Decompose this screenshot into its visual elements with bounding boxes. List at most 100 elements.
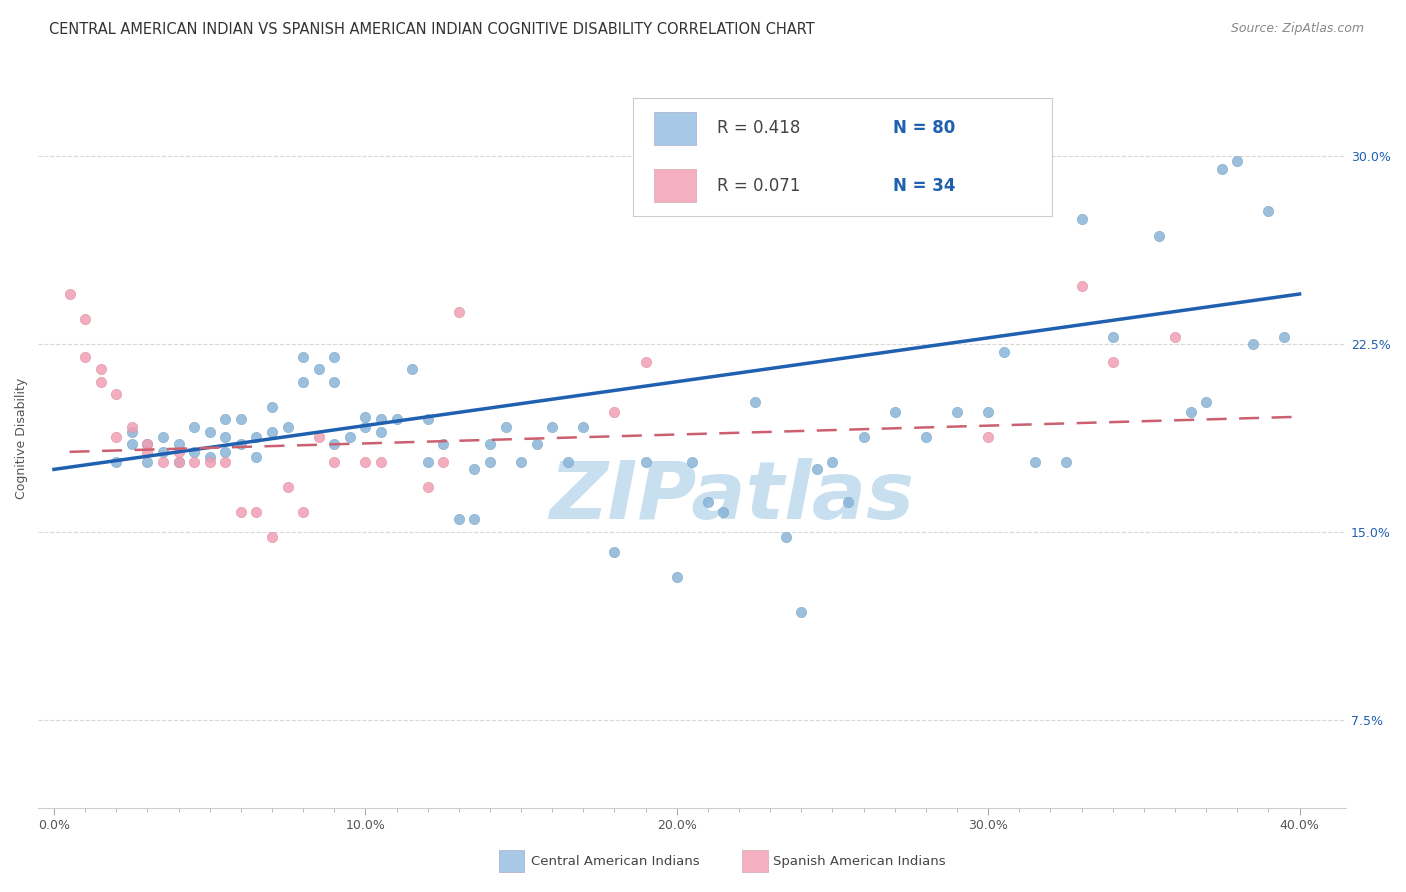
Point — [354, 455, 377, 469]
Point — [821, 455, 844, 469]
Point — [90, 362, 112, 376]
Point — [308, 430, 330, 444]
Point — [354, 419, 377, 434]
Point — [385, 412, 408, 426]
Point — [1226, 154, 1249, 169]
Point — [214, 445, 236, 459]
Point — [167, 455, 190, 469]
Point — [478, 455, 501, 469]
Point — [946, 405, 969, 419]
Point — [1070, 211, 1092, 226]
Point — [277, 480, 299, 494]
Point — [58, 287, 80, 301]
Point — [198, 425, 221, 439]
Point — [323, 455, 346, 469]
Point — [75, 350, 97, 364]
Point — [744, 394, 766, 409]
Point — [1149, 229, 1171, 244]
Point — [1024, 455, 1046, 469]
Point — [713, 505, 735, 519]
Point — [292, 350, 315, 364]
Point — [603, 545, 626, 559]
Point — [1195, 394, 1218, 409]
Point — [229, 412, 252, 426]
Point — [245, 505, 267, 519]
Point — [915, 430, 938, 444]
Point — [105, 430, 128, 444]
Point — [977, 405, 1000, 419]
Point — [416, 480, 439, 494]
Point — [1070, 279, 1092, 293]
Point — [478, 437, 501, 451]
Point — [495, 419, 517, 434]
Point — [1101, 329, 1123, 343]
Point — [993, 344, 1015, 359]
Point — [152, 430, 174, 444]
Point — [167, 445, 190, 459]
Text: Source: ZipAtlas.com: Source: ZipAtlas.com — [1230, 22, 1364, 36]
Point — [277, 419, 299, 434]
Point — [370, 455, 392, 469]
Point — [790, 605, 813, 619]
Point — [323, 350, 346, 364]
Point — [339, 430, 361, 444]
Point — [681, 455, 703, 469]
Point — [1054, 455, 1077, 469]
Point — [323, 437, 346, 451]
Text: ZIPatlas: ZIPatlas — [550, 458, 914, 536]
Point — [1257, 204, 1279, 219]
Point — [447, 512, 470, 526]
Point — [463, 512, 485, 526]
Text: Central American Indians: Central American Indians — [531, 855, 700, 868]
Point — [370, 425, 392, 439]
Point — [260, 425, 283, 439]
Point — [432, 455, 454, 469]
Point — [1272, 329, 1295, 343]
Point — [665, 570, 688, 584]
Point — [572, 419, 595, 434]
Point — [447, 304, 470, 318]
Point — [416, 412, 439, 426]
Point — [775, 530, 797, 544]
Point — [1180, 405, 1202, 419]
Point — [245, 450, 267, 464]
Point — [292, 375, 315, 389]
Text: Spanish American Indians: Spanish American Indians — [773, 855, 946, 868]
Point — [696, 495, 718, 509]
Point — [463, 462, 485, 476]
Point — [837, 495, 859, 509]
Point — [152, 455, 174, 469]
Point — [105, 455, 128, 469]
Point — [183, 445, 205, 459]
Point — [152, 445, 174, 459]
Point — [121, 419, 143, 434]
Point — [1164, 329, 1187, 343]
Point — [198, 450, 221, 464]
Text: CENTRAL AMERICAN INDIAN VS SPANISH AMERICAN INDIAN COGNITIVE DISABILITY CORRELAT: CENTRAL AMERICAN INDIAN VS SPANISH AMERI… — [49, 22, 815, 37]
Point — [432, 437, 454, 451]
Point — [136, 437, 159, 451]
Point — [136, 445, 159, 459]
Point — [183, 455, 205, 469]
Point — [557, 455, 579, 469]
Point — [1241, 337, 1264, 351]
Point — [541, 419, 564, 434]
Point — [806, 462, 828, 476]
Point — [214, 455, 236, 469]
Point — [105, 387, 128, 401]
Point — [1211, 161, 1233, 176]
Point — [354, 409, 377, 424]
Point — [292, 505, 315, 519]
Point — [214, 430, 236, 444]
Point — [229, 437, 252, 451]
Point — [260, 530, 283, 544]
Point — [121, 425, 143, 439]
Point — [229, 505, 252, 519]
Point — [214, 412, 236, 426]
Point — [167, 455, 190, 469]
Point — [852, 430, 875, 444]
Point — [183, 419, 205, 434]
Point — [401, 362, 423, 376]
Point — [136, 437, 159, 451]
Y-axis label: Cognitive Disability: Cognitive Disability — [15, 377, 28, 499]
